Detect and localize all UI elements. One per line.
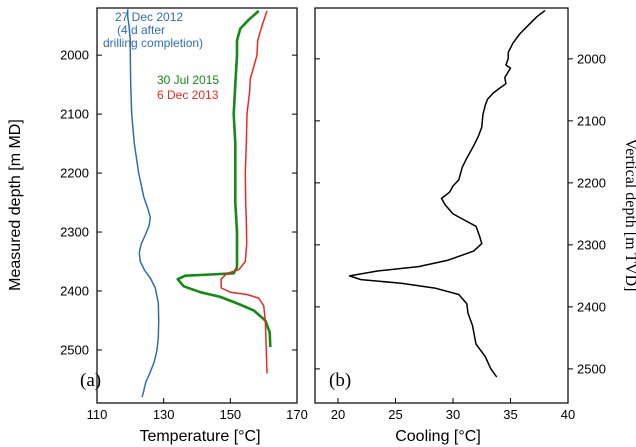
x-tick-label: 25 [388,407,402,422]
y-tick-label: 2000 [577,51,606,66]
y-tick-label: 2300 [577,237,606,252]
x-tick-label: 110 [87,407,108,422]
panel-b-series [348,9,546,378]
panel-a-frame [96,7,298,404]
series-line-27-dec-2012 [126,9,160,398]
anno-30jul2015: 30 Jul 2015 [157,73,219,87]
x-tick-label: 150 [219,407,241,422]
panel-a-ylabel: Measured depth [m MD] [7,119,24,291]
panel-b-label: (b) [329,370,351,391]
anno-27dec2012-date: 27 Dec 2012 [115,10,183,24]
y-tick-label: 2200 [60,166,89,181]
panel-a: 110 130 150 170 2000 2100 2200 2300 2400 2500 (a)… [7,7,308,445]
series-line-panel-b-0 [348,9,546,378]
x-tick-label: 170 [286,407,308,422]
panel-b-axes: 20 25 30 35 40 2000 2100 2200 2300 2400 2500 [315,51,606,422]
y-tick-label: 2200 [577,175,606,190]
x-tick-label: 30 [446,407,460,422]
x-tick-label: 130 [153,407,175,422]
y-tick-label: 2400 [60,283,89,298]
panel-b-ylabel: Vertical depth [m TVD] [622,139,636,292]
x-tick-label: 20 [331,407,345,422]
y-tick-label: 2100 [60,107,89,122]
panel-a-axes: 110 130 150 170 2000 2100 2200 2300 2400 2500 [60,48,308,422]
y-tick-label: 2100 [577,113,606,128]
y-tick-label: 2000 [60,48,89,63]
y-tick-label: 2500 [60,342,89,357]
series-line-6-dec-2013 [220,10,268,374]
panel-b-frame [314,7,569,404]
x-tick-label: 35 [503,407,517,422]
panel-a-xlabel: Temperature [°C] [139,428,260,445]
panel-a-series [126,9,272,398]
panel-b-xlabel: Cooling [°C] [395,428,481,445]
anno-27dec2012-line2: (4 d after [117,23,165,37]
x-tick-label: 40 [561,407,575,422]
y-tick-label: 2400 [577,299,606,314]
panel-b: 20 25 30 35 40 2000 2100 2200 2300 2400 2500 (b) C… [314,7,636,445]
legend-annotation-27dec2012: 27 Dec 2012 (4 d after drilling completi… [103,10,203,50]
panel-a-label: (a) [80,370,101,391]
y-tick-label: 2300 [60,225,89,240]
anno-6dec2013: 6 Dec 2013 [157,88,219,102]
series-line-30-jul-2015 [176,9,272,348]
anno-27dec2012-line3: drilling completion) [103,36,203,50]
y-tick-label: 2500 [577,361,606,376]
